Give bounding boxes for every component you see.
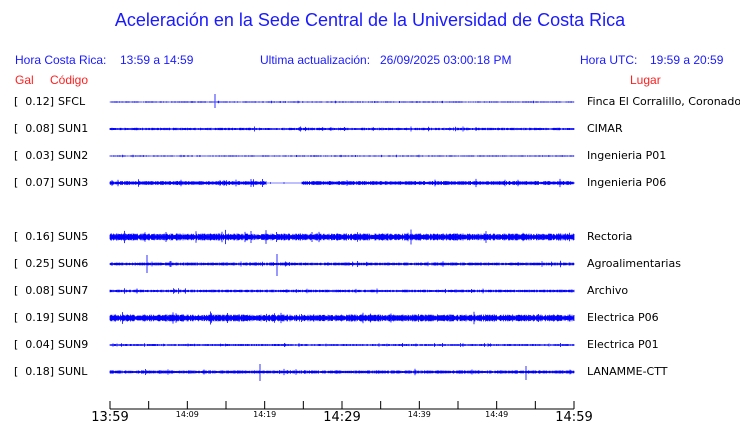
time-axis [109,401,575,410]
station-gal: [ 0.08] [14,284,55,297]
cr-time-label: Hora Costa Rica: [15,53,107,67]
seismogram-trace [109,94,575,108]
seismogram-trace [109,288,575,294]
time-tick-label: 14:09 [176,410,199,419]
seismogram-trace [109,126,575,132]
station-code: SUN2 [58,149,89,162]
station-place: Rectoria [587,230,633,243]
code-column-header: Código [50,73,89,87]
seismogram-trace [109,229,575,245]
utc-time-label: Hora UTC: [580,53,638,67]
station-code: SUN8 [58,311,89,324]
station-gal: [ 0.07] [14,176,55,189]
station-code: SUN1 [58,122,89,135]
station-gal: [ 0.25] [14,257,55,270]
station-place: CIMAR [587,122,623,135]
station-code: SUN6 [58,257,89,270]
station-gal: [ 0.03] [14,149,55,162]
station-place: Ingenieria P06 [587,176,667,189]
time-tick-label: 14:59 [555,410,592,423]
station-code: SFCL [58,95,86,108]
station-gal: [ 0.18] [14,365,55,378]
time-tick-label: 14:39 [408,410,431,419]
seismogram-trace [109,343,575,347]
seismogram-trace [109,311,575,325]
station-gal: [ 0.12] [14,95,55,108]
page-title: Aceleración en la Sede Central de la Uni… [114,10,626,30]
station-place: Electrica P01 [587,338,659,351]
station-code: SUN5 [58,230,89,243]
station-place: LANAMME-CTT [587,365,668,378]
station-gal: [ 0.19] [14,311,55,324]
cr-time-range: 13:59 a 14:59 [120,53,194,67]
time-tick-label: 14:49 [485,410,508,419]
station-gal: [ 0.16] [14,230,55,243]
station-place: Archivo [587,284,629,297]
station-code: SUN9 [58,338,89,351]
seismogram-trace [109,364,575,381]
station-code: SUN3 [58,176,89,189]
utc-time-range: 19:59 a 20:59 [650,53,724,67]
station-gal: [ 0.04] [14,338,55,351]
place-column-header: Lugar [630,73,661,87]
station-place: Electrica P06 [587,311,659,324]
seismogram-trace [109,178,575,188]
time-tick-label: 13:59 [91,410,128,423]
station-code: SUNL [58,365,88,378]
time-tick-label: 14:29 [323,410,360,423]
time-tick-label: 14:19 [253,410,276,419]
station-place: Agroalimentarias [587,257,681,270]
seismogram-trace [109,154,575,158]
seismogram-trace [109,254,575,276]
station-place: Finca El Corralillo, Coronado [587,95,740,108]
station-gal: [ 0.08] [14,122,55,135]
station-place: Ingenieria P01 [587,149,667,162]
update-value: 26/09/2025 03:00:18 PM [380,53,512,67]
update-label: Ultima actualización: [260,53,371,67]
station-code: SUN7 [58,284,89,297]
gal-column-header: Gal [15,73,34,87]
